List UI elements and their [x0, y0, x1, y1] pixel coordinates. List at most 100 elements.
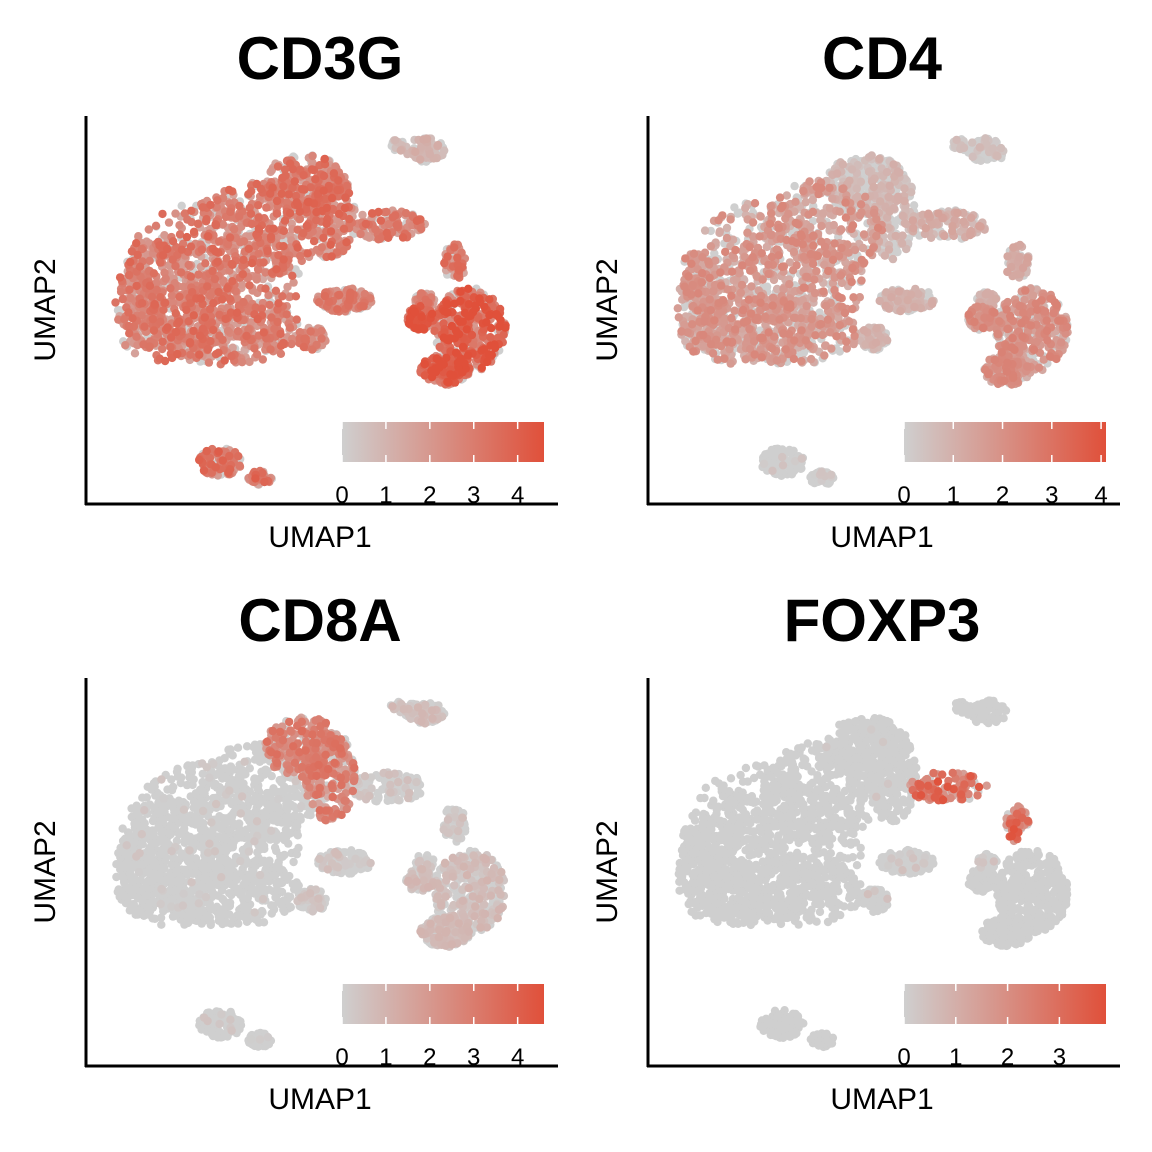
- cell-point: [893, 296, 902, 306]
- cell-point: [450, 378, 460, 387]
- cell-point: [257, 304, 267, 313]
- cell-point: [276, 349, 286, 358]
- cell-point: [229, 225, 239, 234]
- cell-point: [254, 224, 263, 233]
- cell-point: [267, 166, 276, 175]
- cell-point: [427, 309, 437, 319]
- cell-point: [166, 333, 176, 342]
- cell-point: [462, 325, 471, 334]
- cell-point: [152, 285, 161, 294]
- cell-point: [211, 247, 220, 256]
- cell-point: [914, 289, 923, 299]
- cell-point: [115, 273, 125, 282]
- cell-point: [442, 353, 451, 362]
- cell-point: [897, 239, 907, 248]
- cell-point: [245, 232, 255, 241]
- cell-point: [225, 294, 234, 303]
- cell-point: [345, 214, 354, 224]
- cell-point: [263, 246, 272, 256]
- cell-point: [480, 302, 489, 311]
- cell-point: [194, 270, 203, 279]
- cell-point: [988, 144, 998, 153]
- cell-point: [444, 378, 453, 387]
- cell-point: [224, 468, 233, 477]
- cell-point: [358, 210, 367, 220]
- cell-point: [251, 474, 260, 483]
- cell-point: [202, 215, 211, 224]
- cell-point: [214, 237, 224, 246]
- cell-point: [439, 360, 448, 369]
- cell-point: [189, 227, 199, 236]
- cell-point: [769, 459, 778, 468]
- cell-point: [815, 308, 824, 317]
- cell-point: [269, 224, 278, 233]
- y-axis-label: UMAP2: [29, 258, 62, 362]
- cell-point: [376, 216, 386, 225]
- cell-point: [254, 265, 263, 274]
- cell-point: [118, 294, 128, 304]
- cell-point: [212, 203, 221, 212]
- cell-point: [186, 350, 195, 359]
- cell-point: [214, 447, 223, 456]
- cell-point: [258, 468, 267, 478]
- cell-point: [244, 325, 253, 334]
- cell-point: [158, 344, 167, 354]
- cell-point: [486, 333, 495, 342]
- cell-point: [272, 209, 282, 218]
- cell-point: [443, 300, 452, 309]
- cell-point: [242, 331, 251, 341]
- cell-point: [145, 256, 154, 265]
- cell-point: [148, 314, 157, 324]
- cell-point: [226, 308, 236, 317]
- cell-point: [288, 271, 297, 280]
- cell-point: [382, 207, 391, 217]
- cell-point: [291, 191, 301, 201]
- cell-point: [278, 292, 287, 301]
- cell-point: [424, 298, 433, 308]
- cell-point: [388, 213, 397, 222]
- cell-point: [223, 326, 233, 335]
- cell-point: [797, 454, 806, 463]
- cell-point: [268, 183, 277, 192]
- cell-point: [138, 299, 147, 308]
- cell-point: [495, 322, 505, 331]
- cell-point: [209, 325, 218, 335]
- cell-point: [156, 293, 165, 302]
- cell-point: [996, 143, 1006, 153]
- cell-point: [174, 317, 184, 326]
- cell-point: [274, 299, 283, 308]
- cell-point: [898, 231, 907, 240]
- cell-point: [195, 331, 205, 340]
- cell-point: [184, 260, 193, 270]
- cell-point: [198, 324, 208, 333]
- cell-point: [124, 270, 134, 280]
- cell-point: [145, 281, 155, 290]
- cell-point: [396, 146, 405, 155]
- cell-point: [172, 327, 181, 337]
- colorbar-tick-label: 1: [379, 482, 392, 509]
- cell-point: [425, 150, 435, 159]
- cell-point: [186, 272, 196, 281]
- cell-point: [171, 261, 180, 271]
- cell-point: [853, 160, 862, 170]
- cell-point: [224, 185, 234, 195]
- cell-point: [335, 290, 344, 300]
- cell-point: [173, 349, 182, 359]
- cell-point: [185, 338, 195, 347]
- cell-point: [177, 260, 187, 270]
- cell-point: [168, 237, 178, 246]
- cell-point: [456, 296, 465, 306]
- cell-point: [888, 254, 898, 264]
- cell-point: [303, 249, 312, 258]
- cell-point: [270, 324, 279, 334]
- cell-point: [975, 143, 984, 152]
- cell-point: [435, 342, 444, 352]
- cell-point: [289, 278, 298, 287]
- cell-point: [239, 237, 249, 246]
- cells-layer: [673, 134, 1072, 488]
- cell-point: [211, 220, 220, 229]
- cell-point: [276, 341, 286, 350]
- cell-point: [233, 327, 243, 336]
- cell-point: [223, 239, 233, 249]
- cell-point: [893, 167, 903, 176]
